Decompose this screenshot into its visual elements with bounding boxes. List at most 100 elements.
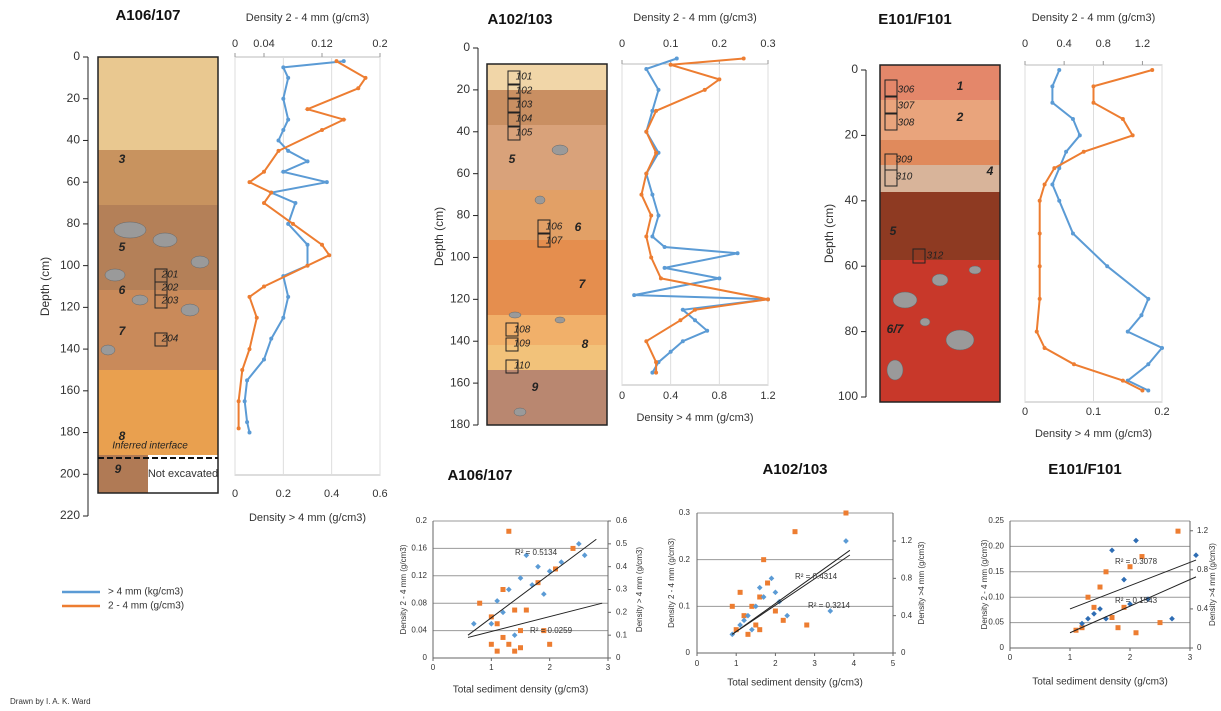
y-tick-label: 140 xyxy=(60,341,80,355)
x2-axis-title: Density 2 - 4 mm (g/cm3) xyxy=(633,12,756,24)
x-tick-label: 0.2 xyxy=(1154,406,1169,418)
layer-label: 103 xyxy=(516,100,533,111)
x-axis-title: Density > 4 mm (g/cm3) xyxy=(636,412,753,424)
profile-point xyxy=(650,234,655,239)
y2-tick-label: 0 xyxy=(616,653,621,662)
profile-point xyxy=(639,192,644,197)
profile-point xyxy=(236,399,241,404)
x-tick-label: 1 xyxy=(1068,653,1073,662)
layer-label: 6 xyxy=(575,220,582,234)
x-axis-title: Total sediment density (g/cm3) xyxy=(727,678,863,689)
y-axis-title: Density 2 - 4 mm (g/cm3) xyxy=(399,544,408,634)
stratum xyxy=(880,100,1000,140)
profile-point xyxy=(662,265,667,270)
scatter-point xyxy=(1103,569,1109,575)
stratum xyxy=(98,150,218,205)
profile-point xyxy=(1042,182,1047,187)
trendline xyxy=(731,549,851,635)
r-squared: R² = 0.0259 xyxy=(530,626,573,635)
scatter-point xyxy=(1091,610,1097,617)
profile-point xyxy=(1042,345,1047,350)
y-tick-label: 0.1 xyxy=(679,601,691,610)
sample-box xyxy=(505,337,519,352)
layer-label: 101 xyxy=(516,72,533,83)
sample-box xyxy=(507,112,521,127)
y-tick-label: 180 xyxy=(60,425,80,439)
scatter-point xyxy=(506,528,512,534)
stone xyxy=(892,291,918,309)
profile-point xyxy=(245,420,250,425)
x-tick-label: 1 xyxy=(734,659,739,668)
profile-point xyxy=(286,117,291,122)
stone xyxy=(113,221,147,239)
profile-point xyxy=(341,117,346,122)
y-tick-label: 0.10 xyxy=(988,592,1004,601)
layer-label: 7 xyxy=(119,324,127,338)
profile-point xyxy=(356,86,361,91)
scatter-point xyxy=(547,641,553,647)
x-tick-label: 2 xyxy=(547,663,552,672)
profile-point xyxy=(363,75,368,80)
y2-tick-label: 0.6 xyxy=(616,516,628,525)
y-tick-label: 0 xyxy=(73,49,80,63)
profile-point xyxy=(1160,345,1164,350)
profile-point xyxy=(766,297,770,302)
profile-point xyxy=(674,56,679,61)
profile-point xyxy=(286,148,291,153)
profile-point xyxy=(1070,117,1075,122)
profile-point xyxy=(693,307,697,312)
y2-tick-label: 0 xyxy=(901,648,906,657)
sample-box xyxy=(507,126,521,141)
scatter-point xyxy=(1097,584,1103,590)
profile-point xyxy=(247,430,252,435)
sample-box xyxy=(884,96,898,114)
stone xyxy=(180,303,200,317)
profile-point xyxy=(269,190,274,195)
plot-area xyxy=(621,63,769,386)
x-tick-label: 0.8 xyxy=(712,390,727,402)
profile-point xyxy=(281,128,286,133)
layer-label: 5 xyxy=(509,152,516,166)
x-tick-label: 1 xyxy=(489,663,494,672)
stone xyxy=(551,144,569,156)
stratum xyxy=(98,370,218,455)
layer-label: 2 xyxy=(956,110,964,124)
y-tick-label: 0 xyxy=(686,648,691,657)
scatter-point xyxy=(581,552,588,559)
scatter-point xyxy=(494,598,500,604)
profile-point xyxy=(286,294,291,299)
profile-line xyxy=(1051,69,1164,392)
profile-point xyxy=(644,171,649,176)
profile-point xyxy=(1105,264,1110,269)
scatter-point xyxy=(737,589,743,595)
sample-box xyxy=(507,84,521,99)
scatter-point xyxy=(500,587,506,592)
layer-label: 6 xyxy=(119,283,126,297)
scatter-point xyxy=(737,622,743,628)
y-tick-label: 40 xyxy=(67,133,81,147)
profile-point xyxy=(269,336,274,341)
profile-line xyxy=(237,60,367,429)
y-tick-label: 0.08 xyxy=(411,598,427,607)
profile-point xyxy=(327,253,332,258)
scatter-point xyxy=(765,580,771,586)
x2-tick-label: 0 xyxy=(1022,38,1028,50)
profile-point xyxy=(656,87,661,92)
layer-label: 9 xyxy=(115,462,122,476)
scatter-point xyxy=(729,603,735,609)
scatter-point xyxy=(772,589,779,596)
y-tick-label: 0.05 xyxy=(988,618,1004,627)
column-frame xyxy=(97,56,219,494)
stone xyxy=(886,359,904,381)
stratum xyxy=(487,345,607,370)
y-tick-label: 40 xyxy=(845,193,859,207)
x-tick-label: 0.4 xyxy=(324,488,339,500)
sample-box xyxy=(154,332,168,347)
scatter-point xyxy=(517,575,524,581)
stone xyxy=(100,344,116,356)
x-tick-label: 0 xyxy=(619,390,625,402)
stratum xyxy=(880,192,1000,260)
scatter-point xyxy=(1115,625,1121,631)
r-squared: R² = 0.4314 xyxy=(795,572,838,581)
